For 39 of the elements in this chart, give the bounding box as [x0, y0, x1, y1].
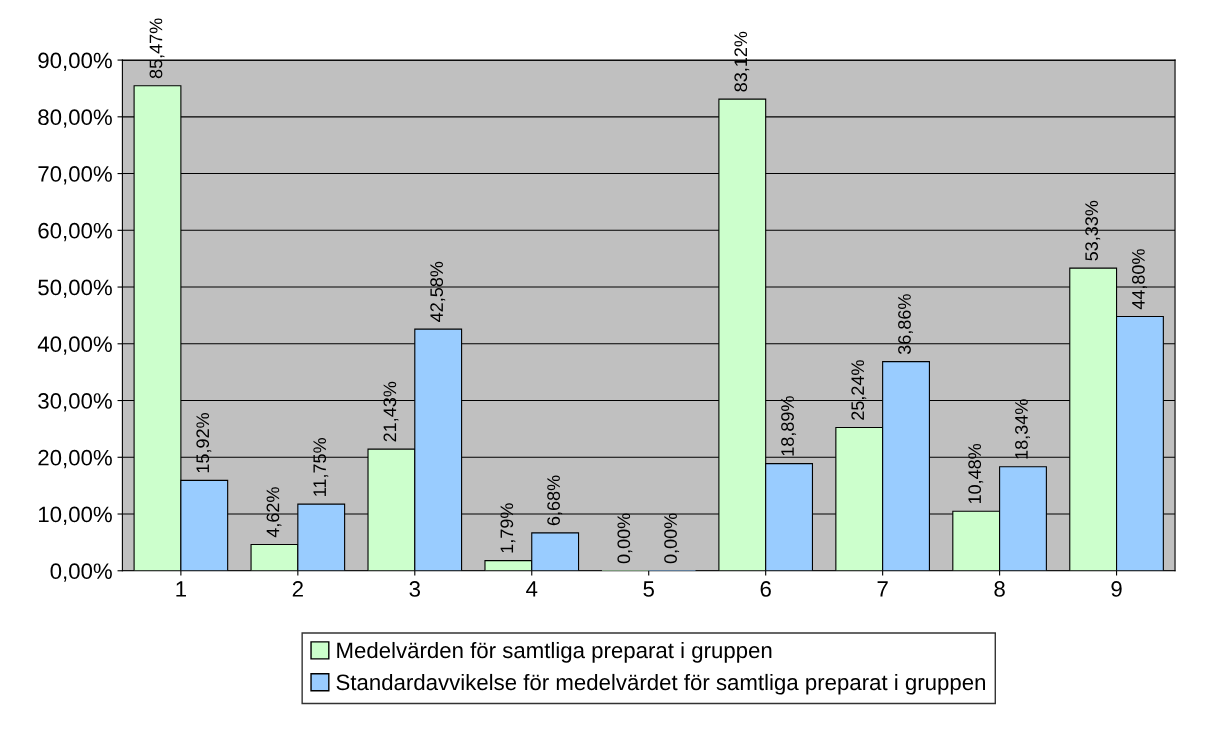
x-tick-label: 3	[409, 581, 420, 597]
data-label: 15,92%	[196, 413, 212, 473]
y-tick-label: 40,00%	[37, 336, 112, 355]
x-tick-label: 5	[643, 581, 654, 597]
x-tick-label: 1	[176, 581, 186, 597]
data-label: 85,47%	[149, 18, 165, 79]
x-tick-label: 8	[994, 581, 1005, 597]
data-label: 53,33%	[1085, 200, 1101, 261]
x-tick-label: 2	[292, 581, 303, 597]
data-label: 36,86%	[898, 294, 914, 355]
y-tick-label: 80,00%	[38, 109, 112, 128]
x-tick-label: 6	[760, 581, 771, 597]
y-tick-label: 90,00%	[38, 52, 112, 71]
y-tick-label: 20,00%	[38, 449, 112, 469]
data-label: 18,34%	[1015, 399, 1030, 459]
data-label: 21,43%	[383, 381, 399, 442]
y-tick-label: 70,00%	[38, 166, 112, 185]
data-label: 4,62%	[266, 487, 282, 538]
data-label: 6,68%	[547, 475, 563, 526]
data-label: 0,00%	[664, 513, 680, 564]
y-tick-label: 30,00%	[38, 393, 112, 412]
data-label: 25,24%	[851, 360, 867, 420]
legend-label: Standardavvikelse för medelvärdet för samtliga preparat i gruppen	[336, 673, 986, 695]
x-tick-label: 9	[1111, 581, 1122, 597]
data-label: 42,58%	[430, 261, 446, 322]
data-label: 44,80%	[1132, 249, 1147, 310]
y-tick-label: 50,00%	[38, 279, 112, 298]
y-tick-label: 10,00%	[39, 506, 112, 525]
data-label: 0,00%	[617, 513, 633, 564]
data-label: 18,89%	[781, 396, 797, 456]
data-label: 83,12%	[734, 31, 750, 92]
data-label: 10,48%	[968, 443, 984, 504]
x-tick-label: 4	[526, 581, 538, 597]
data-label: 1,79%	[500, 503, 516, 553]
data-label: 11,75%	[313, 438, 329, 496]
legend-label: Medelvärden för samtliga preparat i gruppen	[337, 641, 772, 663]
y-tick-label: 0,00%	[50, 563, 112, 582]
y-tick-label: 60,00%	[38, 222, 112, 242]
x-tick-label: 7	[877, 581, 888, 597]
